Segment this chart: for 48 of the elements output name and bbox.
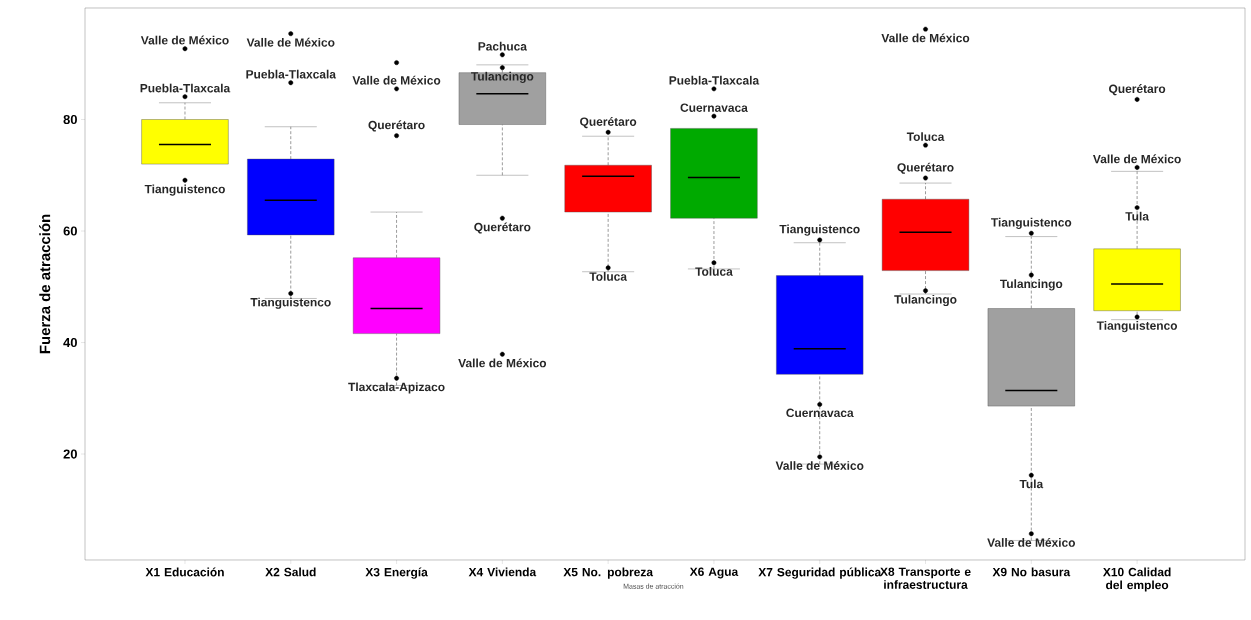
annotation: Querétaro [474,222,531,234]
annotation: Querétaro [1109,84,1166,96]
annotation: Tulancingo [894,294,957,307]
annotation: Valle de México [881,33,970,43]
annotation: Valle de México [775,461,864,470]
x-tick-label: X4 Vivienda [468,567,537,577]
annotation: Puebla-Tlaxcala [246,69,337,79]
annotation: Tianguistenco [991,217,1072,230]
annotation: Valle de México [246,37,335,47]
annotation: Valle de México [1092,154,1181,164]
y-tick-label: 40 [63,337,77,348]
annotation: Querétaro [580,117,637,129]
annotation: Valle de México [140,35,229,45]
annotation: Tianguistenco [144,184,225,196]
x-tick-label: X3 Energía [365,567,428,579]
annotation: Tlaxcala-Apizaco [348,382,445,394]
annotation: Querétaro [368,120,425,132]
annotation: Tula [1125,211,1150,221]
annotation: Toluca [589,272,628,281]
annotation: Tianguistenco [779,224,860,236]
x-tick-label: X1 Educación [145,567,224,577]
y-axis-title: Fuerza de atracción [39,214,51,354]
x-tick-label: X9 No basura [992,567,1071,577]
x-tick-label: X7 Seguridad pública [758,567,882,579]
y-tick-label: 60 [63,226,77,236]
y-tick-label: 80 [63,114,77,125]
annotation: Toluca [695,267,733,276]
annotation: Querétaro [897,162,954,174]
x-tick-label: X6 Agua [689,567,739,579]
y-tick-label: 20 [63,449,77,459]
annotation: Valle de México [987,537,1076,547]
annotation: Tula [1019,479,1044,489]
annotation: Tulancingo [471,71,534,84]
x-tick-label: X8 Transporte e infraestructura [880,567,971,589]
annotation: Tulancingo [1000,279,1063,291]
x-tick-label: X5 No. pobreza [563,567,654,579]
annotation: Cuernavaca [680,103,748,112]
annotation: Pachuca [478,41,528,51]
annotation: Tianguistenco [1096,321,1178,333]
x-tick-label: X10 Calidad del empleo [1102,567,1171,592]
x-tick-label: X2 Salud [265,567,316,577]
annotation: Toluca [906,132,945,141]
annotation: Cuernavaca [786,408,854,418]
annotation: Puebla-Tlaxcala [669,75,760,85]
annotation: Valle de México [458,358,547,368]
annotation: Valle de México [352,75,441,85]
annotation: Tianguistenco [250,297,331,309]
annotation: Puebla-Tlaxcala [140,83,231,93]
